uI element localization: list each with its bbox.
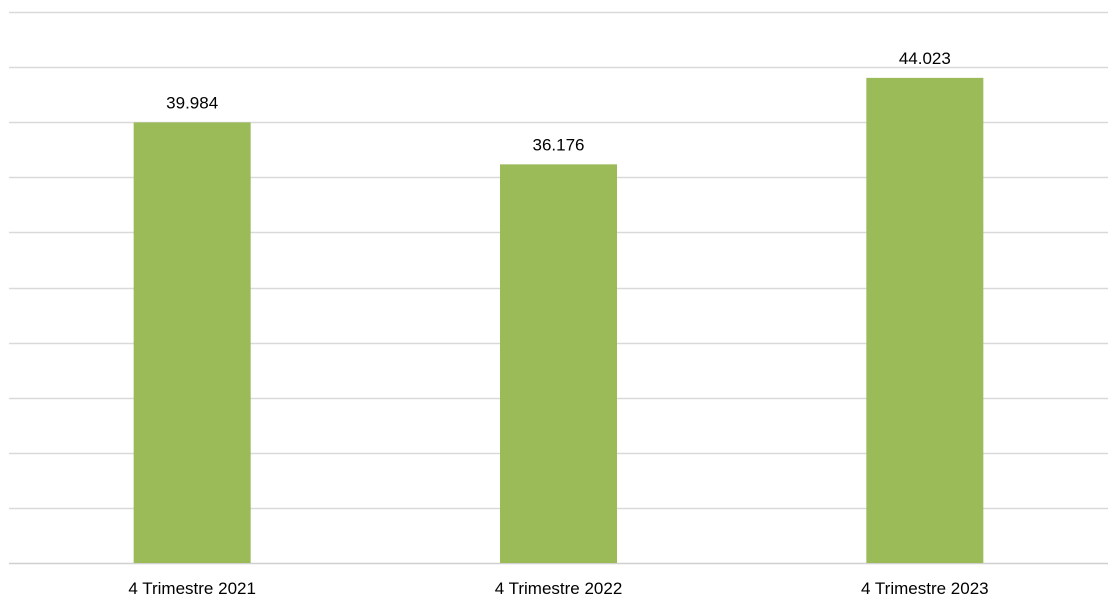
data-label: 36.176 xyxy=(533,135,585,154)
x-tick-label: 4 Trimestre 2021 xyxy=(128,579,256,597)
data-label: 39.984 xyxy=(166,93,218,112)
bar xyxy=(866,77,984,563)
bar xyxy=(133,122,251,564)
x-tick-label: 4 Trimestre 2023 xyxy=(861,579,989,597)
x-tick-label: 4 Trimestre 2022 xyxy=(495,579,623,597)
data-label: 44.023 xyxy=(899,49,951,68)
bar xyxy=(500,164,617,563)
x-axis-tick-labels: 4 Trimestre 2021 4 Trimestre 2022 4 Trimes… xyxy=(128,579,988,597)
bars xyxy=(133,77,984,564)
data-labels: 39.984 36.176 44.023 xyxy=(166,49,951,154)
